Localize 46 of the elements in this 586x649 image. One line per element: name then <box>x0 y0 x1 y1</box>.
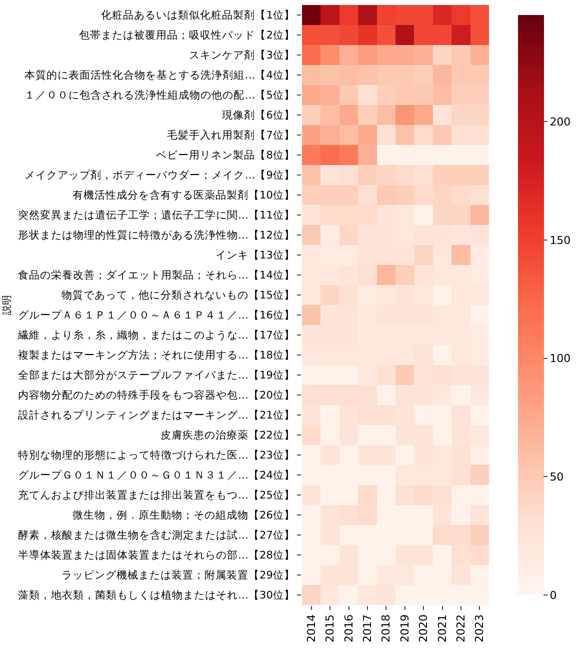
color-bar-label: 50 <box>550 470 564 484</box>
y-tick-label: 物質であって，他に分類されないもの【15位】 <box>62 288 295 302</box>
color-bar-label: 0 <box>550 588 557 602</box>
y-tick-label: 食品の栄養改善；ダイエット用製品；それら…【14位】 <box>18 268 295 282</box>
y-tick-label: 藻類，地衣類，菌類もしくは植物またはそれ…【30位】 <box>18 588 295 602</box>
y-tick-label: 繊維，より糸，糸，織物，またはこのような…【17位】 <box>17 328 295 342</box>
y-tick-label: 内容物分配のための特殊手段をもつ容器や包…【20位】 <box>18 388 295 402</box>
y-tick-label: 特別な物理的形態によって特徴づけられた医…【23位】 <box>18 448 295 462</box>
x-tick-label: 2020 <box>417 614 430 642</box>
y-tick-label: １／００に包含される洗浄性組成物の他の配…【5位】 <box>24 88 295 102</box>
color-bar-label: 200 <box>550 115 571 128</box>
y-tick-label: 有機活性成分を含有する医薬品製剤【10位】 <box>72 188 295 202</box>
y-tick-label: 充てんおよび排出装置または排出装置をもつ…【25位】 <box>18 488 295 502</box>
x-tick-label: 2018 <box>380 614 393 642</box>
y-tick-label: 化粧品あるいは類似化粧品製剤【1位】 <box>101 8 295 22</box>
x-tick-label: 2015 <box>324 614 337 642</box>
x-tick-label: 2021 <box>436 614 449 642</box>
y-tick-label: 複製またはマーキング方法；それに使用する…【18位】 <box>18 348 295 362</box>
y-tick-label: インキ【13位】 <box>216 248 295 262</box>
y-tick-label: グループＡ６１Ｐ１／００～Ａ６１Ｐ４１／…【16位】 <box>18 308 295 322</box>
x-tick-label: 2023 <box>473 614 486 642</box>
x-tick-label: 2017 <box>361 614 374 642</box>
color-bar-label: 100 <box>550 352 571 366</box>
y-tick-label: 微生物，例．原生動物；その組成物【26位】 <box>72 508 295 522</box>
y-tick-label: 現像剤【6位】 <box>222 108 295 122</box>
color-bar-label: 150 <box>550 234 571 247</box>
y-tick-label: 皮膚疾患の治療薬【22位】 <box>160 428 295 442</box>
y-tick-label: 毛髪手入れ用製剤【7位】 <box>167 128 295 142</box>
x-tick-label: 2019 <box>398 614 412 642</box>
y-tick-label: 設計されるプリンティングまたはマーキング…【21位】 <box>18 408 295 422</box>
x-tick-label: 2022 <box>454 614 468 642</box>
y-tick-label: メイクアップ剤，ボディーパウダー；メイク…【9位】 <box>24 168 295 182</box>
y-tick-label: 全部または大部分がステープルファイバまた…【19位】 <box>18 368 295 382</box>
y-tick-label: 酵素，核酸または微生物を含む測定または試…【27位】 <box>18 528 295 542</box>
y-tick-label: 包帯または被覆用品；吸収性パッド【2位】 <box>79 28 295 42</box>
y-tick-label: 形状または物理的性質に特徴がある洗浄性物…【12位】 <box>18 228 295 242</box>
y-tick-label: 突然変異または遺伝子工学；遺伝子工学に関…【11位】 <box>18 208 295 222</box>
y-axis-title: 説明 <box>1 295 14 315</box>
x-tick-label: 2016 <box>342 614 356 642</box>
y-tick-label: グループＧ０１Ｎ１／００～Ｇ０１Ｎ３１／…【24位】 <box>18 468 295 482</box>
x-tick-label: 2014 <box>304 614 318 642</box>
y-tick-label: スキンケア剤【3位】 <box>189 48 295 62</box>
y-tick-label: ベビー用リネン製品【8位】 <box>156 148 295 162</box>
y-tick-label: 本質的に表面活性化合物を基とする洗浄剤組…【4位】 <box>24 68 295 82</box>
y-tick-label: ラッピング機械または装置；附属装置【29位】 <box>62 568 295 582</box>
y-tick-label: 半導体装置または固体装置またはそれらの部…【28位】 <box>18 548 295 562</box>
